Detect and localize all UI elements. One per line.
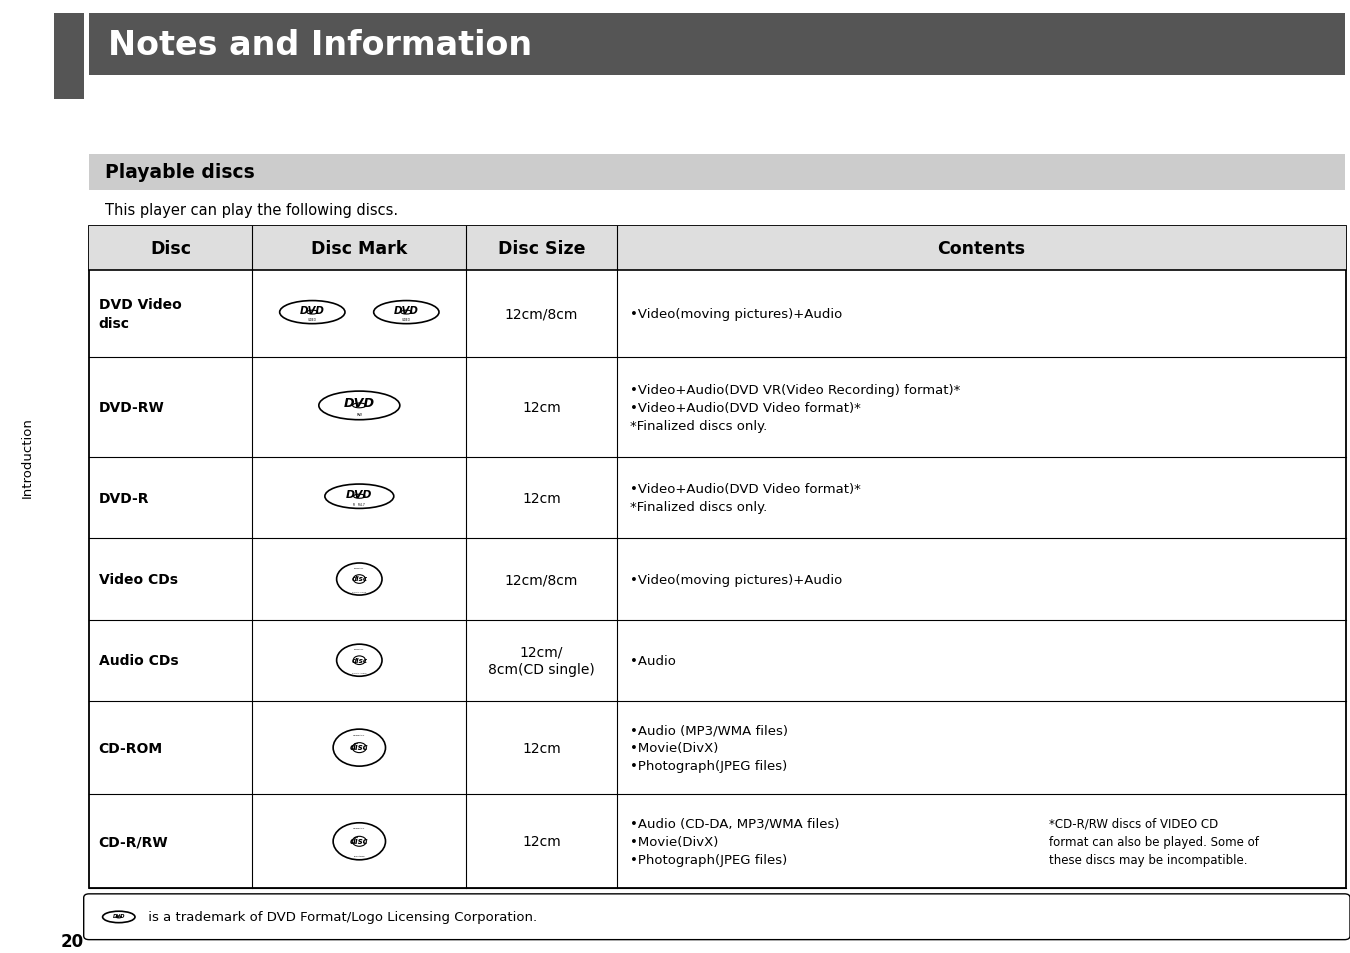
Circle shape xyxy=(352,743,366,753)
Text: 12cm/
8cm(CD single): 12cm/ 8cm(CD single) xyxy=(489,645,595,676)
Text: DVD: DVD xyxy=(300,306,325,315)
Text: *CD-R/RW discs of VIDEO CD
format can also be played. Some of
these discs may be: *CD-R/RW discs of VIDEO CD format can al… xyxy=(1049,817,1258,866)
Text: •Audio: •Audio xyxy=(630,654,676,667)
Text: Notes and Information: Notes and Information xyxy=(108,30,532,62)
Text: disc: disc xyxy=(350,742,369,752)
Ellipse shape xyxy=(306,311,317,314)
Ellipse shape xyxy=(354,495,364,498)
Text: DVD-RW: DVD-RW xyxy=(99,401,165,415)
Text: •Video(moving pictures)+Audio: •Video(moving pictures)+Audio xyxy=(630,573,842,586)
Text: 12cm: 12cm xyxy=(522,492,562,505)
Text: ReWritable: ReWritable xyxy=(354,855,364,856)
Text: is a trademark of DVD Format/Logo Licensing Corporation.: is a trademark of DVD Format/Logo Licens… xyxy=(144,910,537,923)
Text: •Audio (MP3/WMA files)
•Movie(DivX)
•Photograph(JPEG files): •Audio (MP3/WMA files) •Movie(DivX) •Pho… xyxy=(630,723,788,772)
Ellipse shape xyxy=(401,311,412,314)
Ellipse shape xyxy=(103,911,135,923)
Text: VIDEO: VIDEO xyxy=(402,318,410,322)
Bar xyxy=(89,154,1345,191)
Text: DIGITAL VIDEO: DIGITAL VIDEO xyxy=(352,591,366,593)
Ellipse shape xyxy=(352,404,366,408)
Ellipse shape xyxy=(325,484,394,509)
Text: Disc Size: Disc Size xyxy=(498,240,586,257)
Bar xyxy=(89,227,1346,888)
Circle shape xyxy=(336,644,382,677)
Text: DIGITAL AUDIO: DIGITAL AUDIO xyxy=(352,672,367,674)
Circle shape xyxy=(336,563,382,596)
Ellipse shape xyxy=(374,301,439,324)
Text: DVD: DVD xyxy=(346,490,373,499)
Text: DVD Video
disc: DVD Video disc xyxy=(99,298,181,331)
Text: 12cm: 12cm xyxy=(522,835,562,848)
Text: disc: disc xyxy=(351,576,367,581)
Text: •Audio (CD-DA, MP3/WMA files)
•Movie(DivX)
•Photograph(JPEG files): •Audio (CD-DA, MP3/WMA files) •Movie(Div… xyxy=(630,817,840,866)
Text: •Video+Audio(DVD VR(Video Recording) format)*
•Video+Audio(DVD Video format)*
*F: •Video+Audio(DVD VR(Video Recording) for… xyxy=(630,383,961,433)
Text: CD-ROM: CD-ROM xyxy=(99,740,162,755)
Text: •Video(moving pictures)+Audio: •Video(moving pictures)+Audio xyxy=(630,308,842,321)
Ellipse shape xyxy=(116,916,122,918)
Text: COMPACT: COMPACT xyxy=(354,648,364,649)
Text: Video CDs: Video CDs xyxy=(99,573,178,586)
Text: CD-R/RW: CD-R/RW xyxy=(99,835,169,848)
Text: DVD: DVD xyxy=(394,306,418,315)
Text: VIDEO: VIDEO xyxy=(308,318,317,322)
Text: Audio CDs: Audio CDs xyxy=(99,654,178,667)
Text: 12cm/8cm: 12cm/8cm xyxy=(505,307,578,321)
Text: 12cm: 12cm xyxy=(522,740,562,755)
Ellipse shape xyxy=(319,392,400,420)
Text: COMPACT: COMPACT xyxy=(354,567,364,568)
Circle shape xyxy=(354,657,366,665)
Text: Introduction: Introduction xyxy=(20,417,34,497)
Text: disc: disc xyxy=(350,836,369,845)
Circle shape xyxy=(333,823,386,860)
Circle shape xyxy=(352,837,366,846)
Text: •Video+Audio(DVD Video format)*
*Finalized discs only.: •Video+Audio(DVD Video format)* *Finaliz… xyxy=(630,483,861,514)
Text: Disc: Disc xyxy=(150,240,192,257)
Text: Disc Mark: Disc Mark xyxy=(312,240,408,257)
Text: Contents: Contents xyxy=(937,240,1026,257)
Text: COMPACT: COMPACT xyxy=(354,734,366,735)
Circle shape xyxy=(354,575,366,584)
Text: Playable discs: Playable discs xyxy=(105,163,255,182)
Text: DVD: DVD xyxy=(344,396,375,410)
Text: DVD: DVD xyxy=(112,913,126,919)
Text: This player can play the following discs.: This player can play the following discs… xyxy=(105,203,398,218)
Text: RW: RW xyxy=(356,413,362,416)
Text: DVD-R: DVD-R xyxy=(99,492,148,505)
Bar xyxy=(54,14,84,100)
Text: 12cm: 12cm xyxy=(522,401,562,415)
Text: R   R4.7: R R4.7 xyxy=(354,502,366,506)
Bar xyxy=(89,227,1346,271)
Text: disc: disc xyxy=(351,657,367,663)
Ellipse shape xyxy=(279,301,346,324)
Text: 20: 20 xyxy=(61,932,84,949)
Bar xyxy=(89,14,1345,76)
Circle shape xyxy=(333,729,386,766)
Text: 12cm/8cm: 12cm/8cm xyxy=(505,573,578,586)
Text: COMPACT: COMPACT xyxy=(354,827,366,828)
FancyBboxPatch shape xyxy=(84,894,1350,940)
